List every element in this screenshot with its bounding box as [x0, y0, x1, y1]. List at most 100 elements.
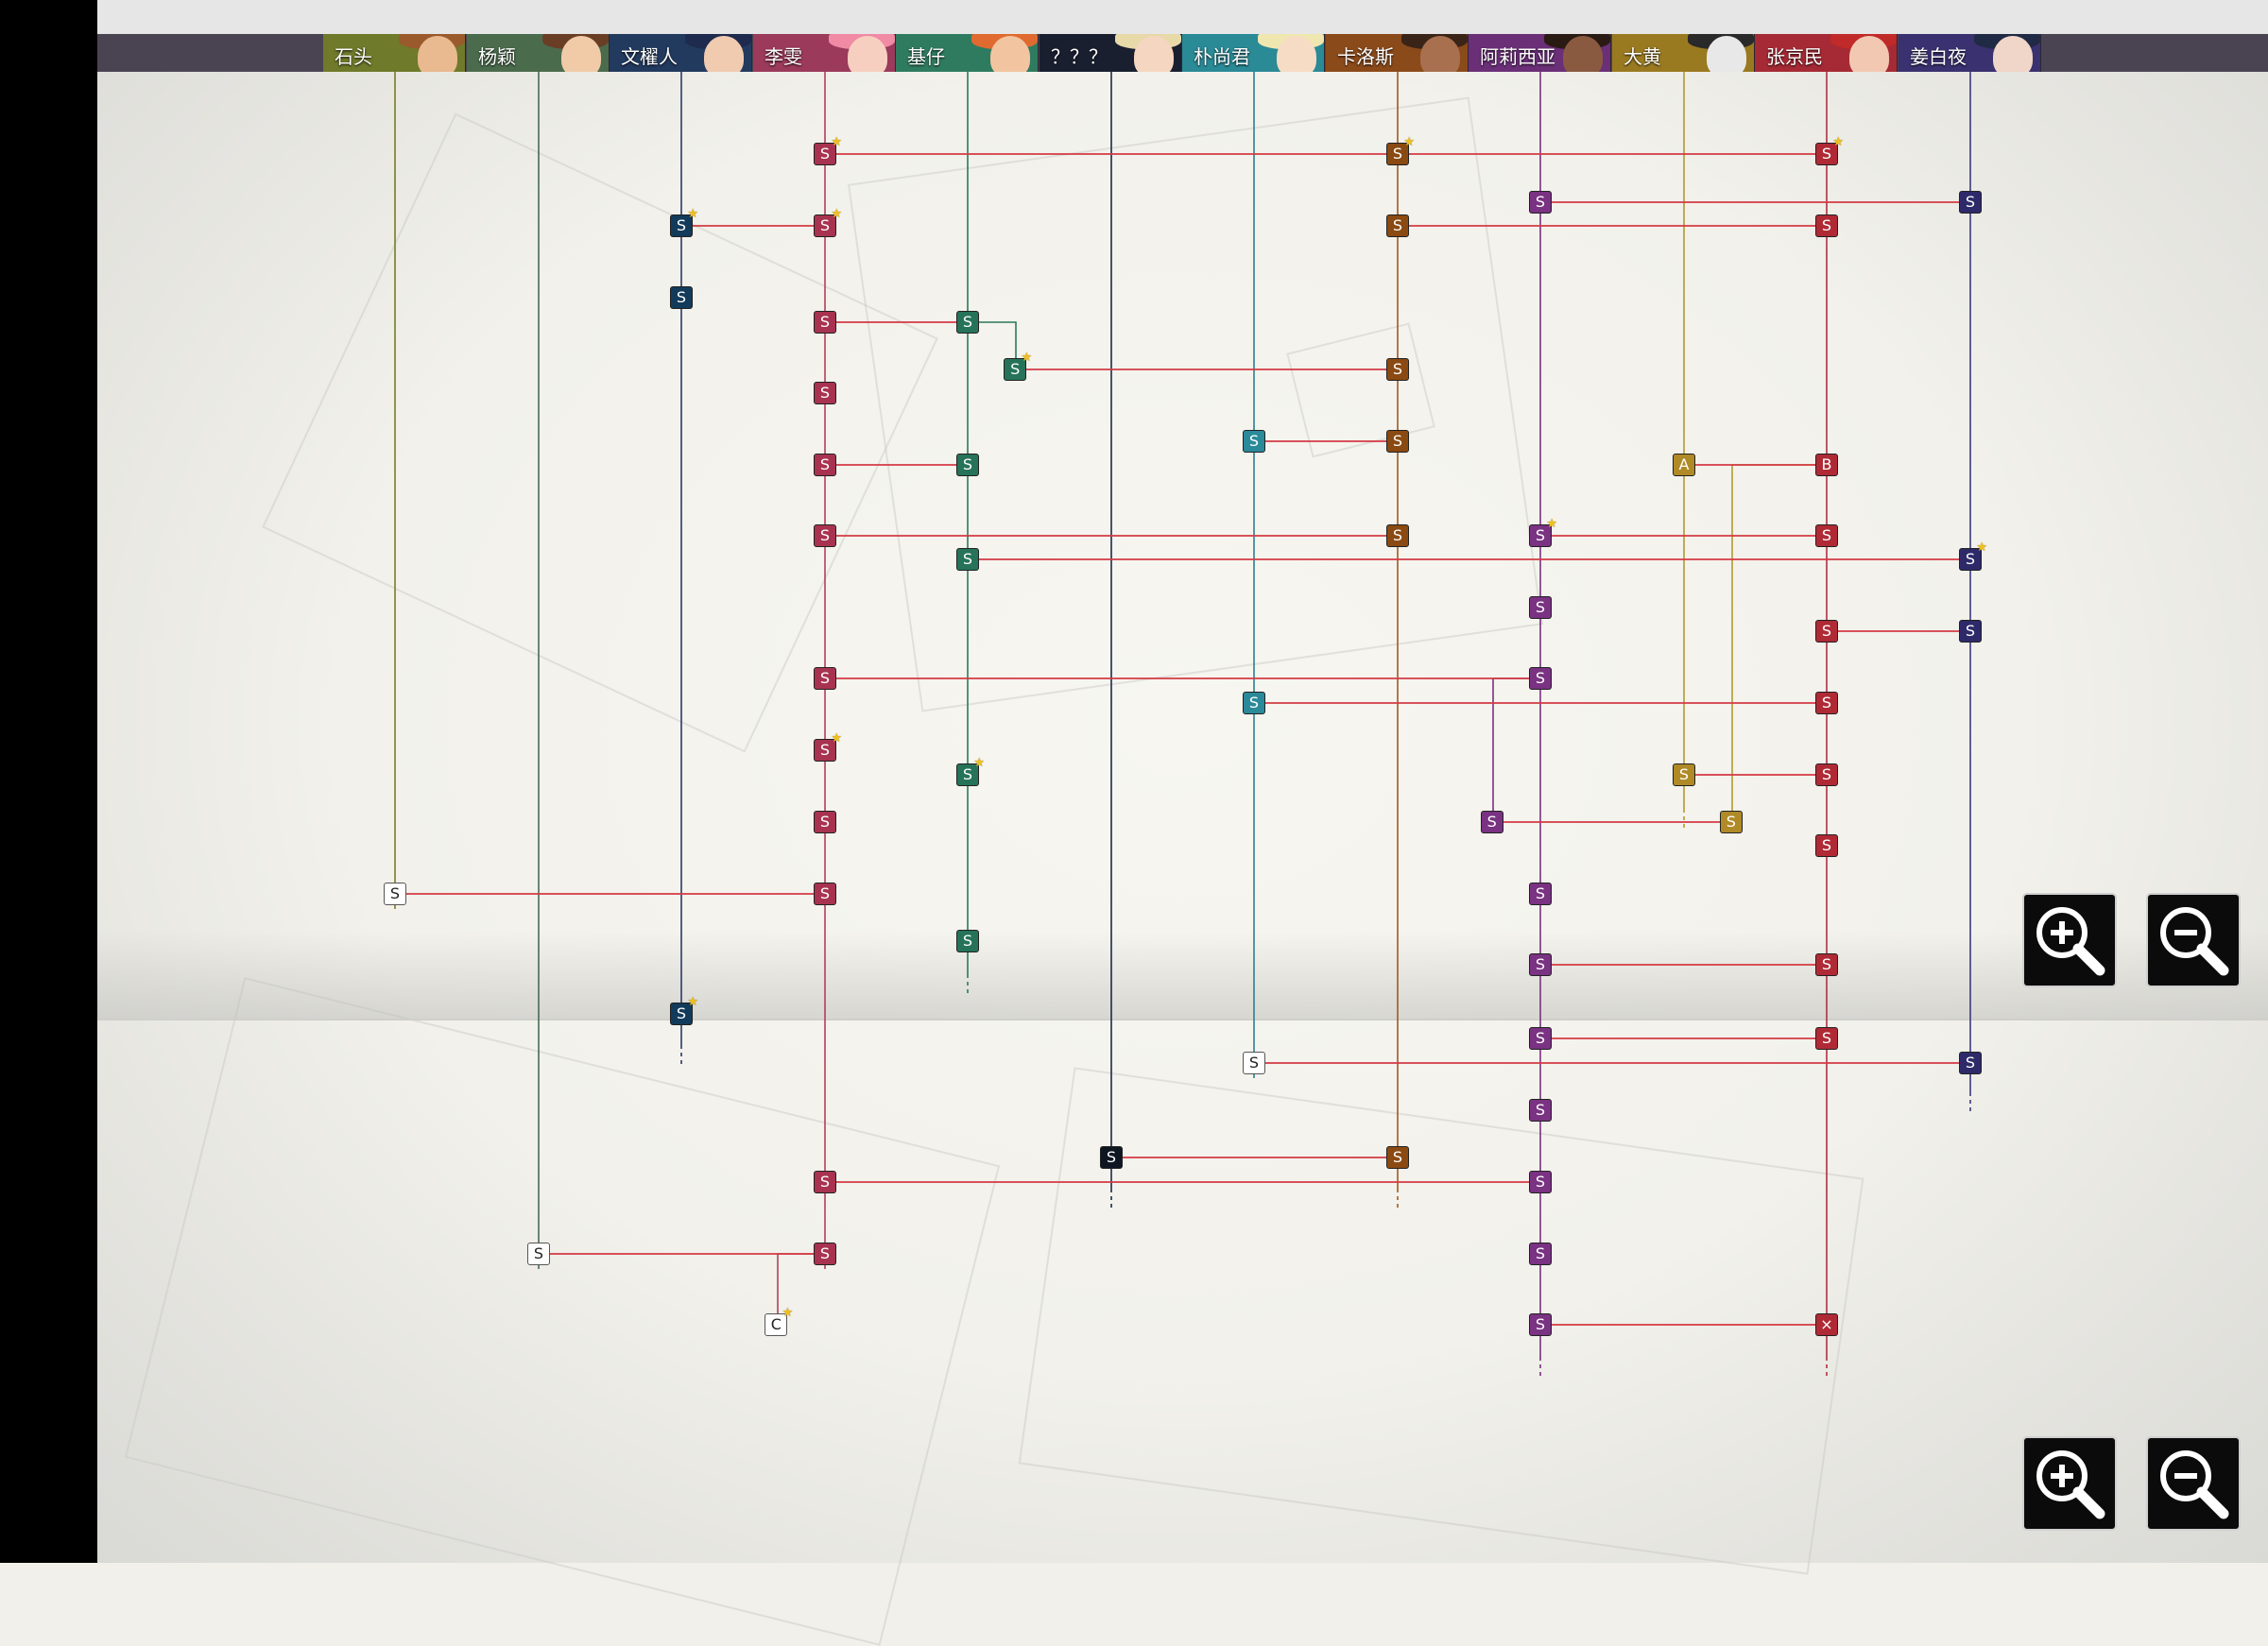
zoom-out-button[interactable] [2146, 1436, 2241, 1531]
route-node[interactable]: S ★ [1004, 351, 1032, 381]
route-node[interactable]: S [956, 454, 979, 476]
route-node[interactable]: S [956, 930, 979, 952]
route-node[interactable]: S [814, 667, 836, 690]
route-node[interactable]: S [1959, 191, 1982, 214]
character-name: 基仔 [907, 45, 945, 68]
route-node[interactable]: S [814, 883, 836, 905]
route-node[interactable]: S [1243, 1052, 1265, 1074]
route-node[interactable]: S [1673, 763, 1695, 786]
route-node[interactable]: S [1529, 667, 1552, 690]
character-name: 阿莉西亚 [1480, 45, 1555, 68]
character-tab[interactable]: 石头 [323, 34, 466, 72]
route-node[interactable]: S [1815, 692, 1838, 714]
route-node[interactable]: S [1386, 358, 1409, 381]
route-node[interactable]: S [1386, 430, 1409, 453]
star-icon: ★ [782, 1306, 794, 1320]
star-icon: ★ [831, 135, 842, 149]
route-node[interactable]: S [1529, 191, 1552, 214]
character-tab[interactable]: 姜白夜 [1899, 34, 2041, 72]
star-icon: ★ [687, 207, 698, 221]
character-name: 石头 [335, 45, 372, 68]
character-tab[interactable]: 文櫂人 [610, 34, 752, 72]
route-node[interactable]: S [1529, 883, 1552, 905]
route-node[interactable]: S [1815, 620, 1838, 643]
route-node[interactable]: S ★ [956, 757, 985, 786]
character-tab[interactable]: 基仔 [896, 34, 1039, 72]
zoom-in-icon [2036, 1450, 2105, 1519]
route-node[interactable]: S [1529, 1171, 1552, 1193]
route-node[interactable]: S [814, 454, 836, 476]
route-node[interactable]: S ★ [670, 208, 698, 237]
route-node[interactable]: S [814, 811, 836, 833]
route-node[interactable]: S [1815, 214, 1838, 237]
branch-line [968, 321, 1017, 369]
route-node[interactable]: S ★ [670, 996, 698, 1025]
bad-end-node[interactable]: × [1815, 1313, 1838, 1336]
route-node[interactable]: S [1529, 1027, 1552, 1050]
character-tab[interactable]: 李雯 [753, 34, 896, 72]
route-node[interactable]: S [1480, 811, 1503, 833]
route-node[interactable]: S [1815, 763, 1838, 786]
zoom-in-button[interactable] [2022, 893, 2117, 987]
character-tab[interactable]: 朴尚君 [1182, 34, 1325, 72]
route-node[interactable]: S [384, 883, 406, 905]
route-node[interactable]: S [1529, 1313, 1552, 1336]
route-node[interactable]: S [1959, 1052, 1982, 1074]
route-node[interactable]: S ★ [814, 136, 842, 165]
character-tab[interactable]: 杨颖 [467, 34, 610, 72]
route-node[interactable]: S [1719, 811, 1743, 833]
route-node[interactable]: S [1959, 620, 1982, 643]
route-node[interactable]: S [814, 524, 836, 547]
character-tab[interactable]: 大黄 [1612, 34, 1755, 72]
character-name: 朴尚君 [1194, 45, 1250, 68]
star-icon: ★ [831, 731, 842, 746]
route-node[interactable]: S [814, 311, 836, 334]
zoom-in-button[interactable] [2022, 1436, 2117, 1531]
route-node[interactable]: S [956, 548, 979, 571]
route-node[interactable]: S [1100, 1146, 1123, 1169]
route-node[interactable]: S ★ [1386, 136, 1415, 165]
route-node[interactable]: S ★ [1529, 518, 1557, 547]
star-icon: ★ [1546, 517, 1557, 531]
route-node-c[interactable]: C ★ [765, 1307, 793, 1336]
route-node[interactable]: S [1386, 524, 1409, 547]
route-node[interactable]: S [1815, 953, 1838, 976]
zoom-out-icon [2160, 907, 2229, 976]
route-node[interactable]: S ★ [1959, 541, 1987, 571]
route-node[interactable]: S [1815, 1027, 1838, 1050]
route-node[interactable]: S [670, 286, 693, 309]
character-tab[interactable]: ？？？ [1040, 34, 1182, 72]
route-node[interactable]: S [1529, 1099, 1552, 1122]
route-node[interactable]: S [1386, 214, 1409, 237]
zoom-out-button[interactable] [2146, 893, 2241, 987]
route-node[interactable]: S [1815, 834, 1838, 857]
character-portrait [848, 36, 887, 72]
route-node[interactable]: S [1529, 1243, 1552, 1265]
route-node[interactable]: S ★ [814, 732, 842, 762]
zoom-in-icon [2036, 907, 2105, 976]
route-node[interactable]: S [1529, 953, 1552, 976]
character-tab[interactable]: 卡洛斯 [1326, 34, 1469, 72]
route-node[interactable]: S ★ [814, 208, 842, 237]
route-node[interactable]: B [1815, 454, 1838, 476]
flowchart-board [97, 34, 2268, 1646]
route-node[interactable]: S [814, 1243, 836, 1265]
character-tab[interactable]: 阿莉西亚 [1469, 34, 1611, 72]
route-node[interactable]: S ★ [1815, 136, 1844, 165]
character-name: 杨颖 [478, 45, 516, 68]
route-node[interactable]: S [1243, 692, 1265, 714]
left-black-margin [0, 0, 97, 1563]
route-node[interactable]: S [1243, 430, 1265, 453]
route-node[interactable]: S [1815, 524, 1838, 547]
star-icon: ★ [1021, 351, 1033, 365]
route-node[interactable]: S [1529, 596, 1552, 619]
route-node[interactable]: S [1386, 1146, 1409, 1169]
character-tab[interactable]: 张京民 [1755, 34, 1898, 72]
character-portrait [1707, 36, 1746, 72]
character-name: 文櫂人 [621, 45, 678, 68]
route-node[interactable]: S [527, 1243, 550, 1265]
route-node[interactable]: A [1673, 454, 1695, 476]
route-node[interactable]: S [814, 382, 836, 404]
route-node[interactable]: S [814, 1171, 836, 1193]
route-node[interactable]: S [956, 311, 979, 334]
